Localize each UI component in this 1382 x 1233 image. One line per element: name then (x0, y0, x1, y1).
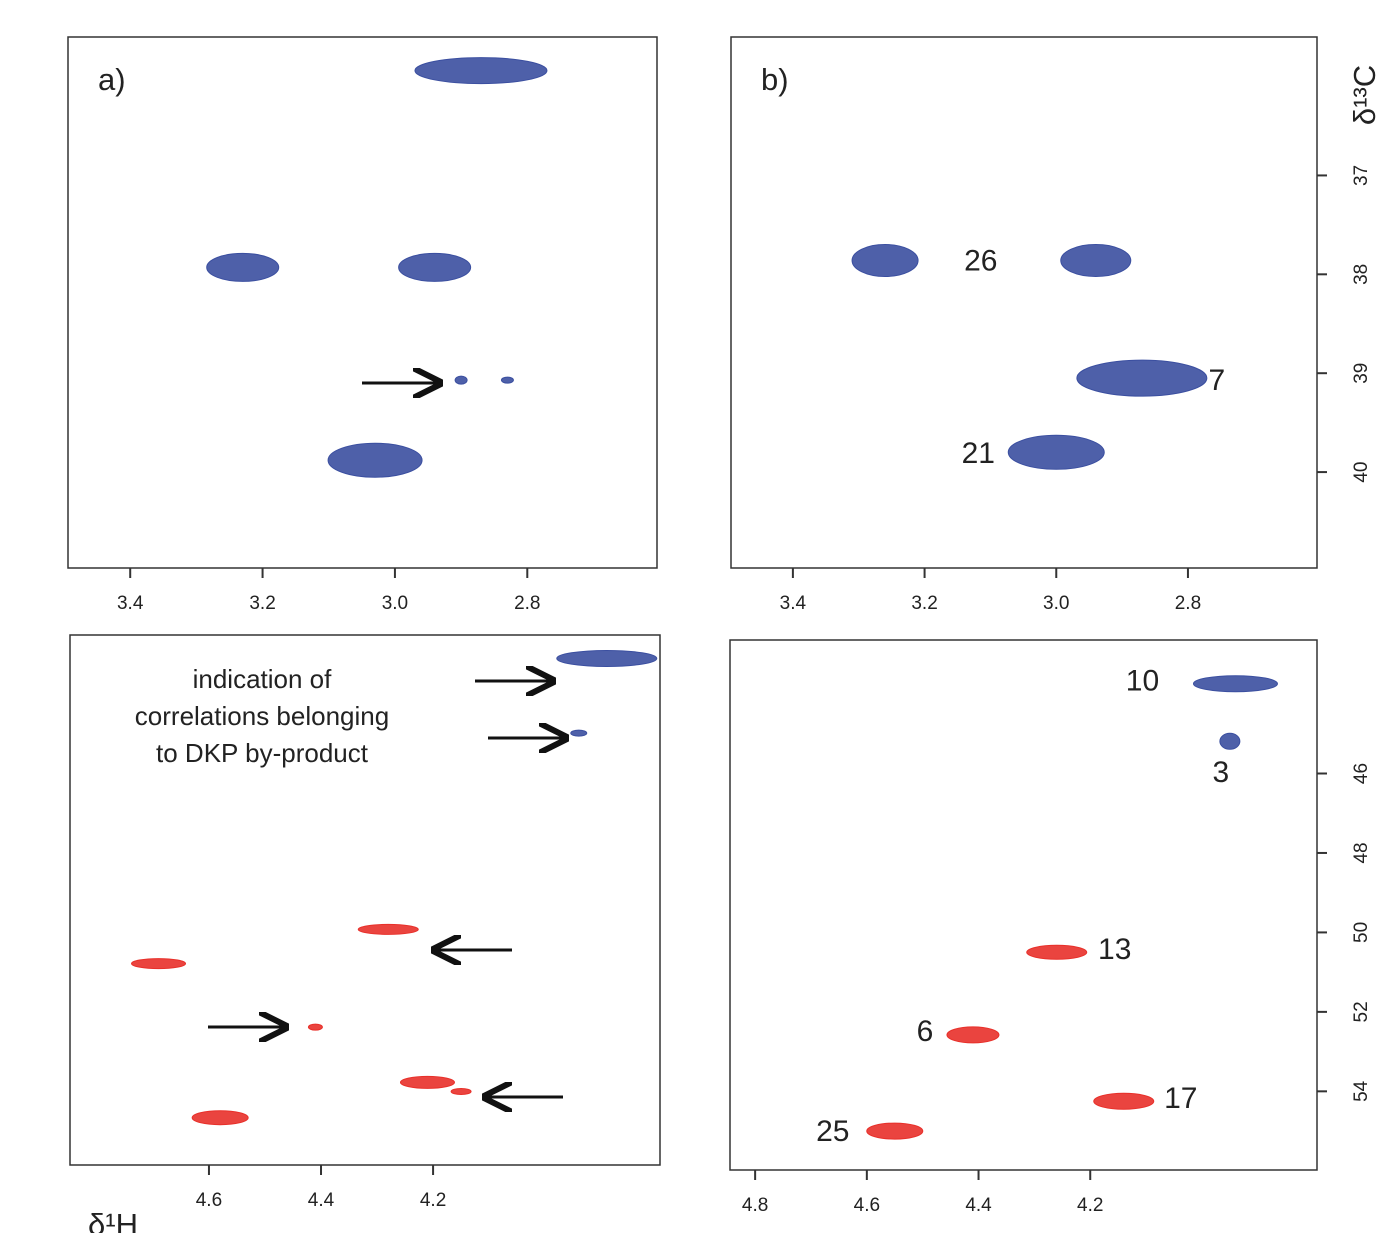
peak (1076, 359, 1208, 397)
peak-label: 7 (1209, 364, 1226, 397)
peak (1192, 675, 1278, 693)
x-tick-label: 3.2 (249, 593, 275, 614)
y-tick-label: 37 (1351, 165, 1372, 186)
y-tick-label: 54 (1351, 1080, 1372, 1102)
peak-label: 6 (917, 1015, 934, 1048)
plot-frame (69, 634, 661, 1166)
x-tick-label: 4.2 (420, 1190, 446, 1211)
annotation: to DKP by-product (156, 738, 369, 768)
peak (414, 57, 548, 85)
peak (1060, 243, 1132, 277)
peak-label: 25 (816, 1115, 849, 1148)
y-tick-label: 48 (1351, 842, 1372, 863)
y-tick-label: 46 (1351, 763, 1372, 784)
annotation: indication of (193, 664, 333, 694)
x-tick-label: 4.2 (1077, 1195, 1103, 1216)
y-tick-label: 50 (1351, 922, 1372, 943)
peak (191, 1110, 249, 1126)
peak-label: 10 (1126, 665, 1159, 698)
peak (307, 1023, 323, 1031)
x-tick-label: 3.0 (382, 593, 408, 614)
peak-label: 13 (1098, 933, 1131, 966)
panel-title: b) (761, 62, 789, 97)
peak (500, 376, 514, 384)
panel: 4.8 4.6 4.4 4.2 46 48 50 52 54 10 3 13 6 17 25 (729, 639, 1372, 1216)
y-tick-label: 39 (1351, 363, 1372, 384)
annotation: correlations belonging (135, 701, 389, 731)
peak-label: 26 (964, 244, 997, 277)
x-tick-label: 4.6 (854, 1195, 880, 1216)
panel: 4.6 4.4 4.2 δ¹H indication of correlations be… (69, 634, 661, 1233)
x-tick-label: 3.0 (1043, 593, 1069, 614)
x-tick-label: 3.4 (117, 593, 144, 614)
x-tick-label: 3.4 (780, 593, 807, 614)
peak-label: 3 (1213, 756, 1230, 789)
peak (570, 729, 588, 737)
x-tick-label: 2.8 (1175, 593, 1201, 614)
peak (851, 243, 919, 277)
x-tick-label: 3.2 (911, 593, 937, 614)
peak (454, 375, 468, 385)
plot-frame (729, 639, 1318, 1171)
x-tick-label: 4.4 (965, 1195, 992, 1216)
y-tick-label: 40 (1351, 462, 1372, 483)
peak (450, 1087, 472, 1095)
plot-frame (730, 36, 1318, 569)
peak (1219, 732, 1241, 750)
x-tick-label: 4.4 (308, 1190, 335, 1211)
peak (399, 1075, 455, 1089)
x-axis-label: δ¹H (88, 1207, 138, 1233)
peak (946, 1026, 1000, 1044)
y-tick-label: 52 (1351, 1001, 1372, 1022)
panel: 3.4 3.2 3.0 2.8 a) (67, 36, 658, 614)
peak (206, 252, 280, 282)
peak (1026, 944, 1088, 960)
x-tick-label: 4.8 (742, 1195, 768, 1216)
peak (866, 1122, 924, 1140)
x-tick-label: 2.8 (514, 593, 540, 614)
peak (357, 923, 419, 935)
panel-title: a) (98, 62, 126, 97)
peak (131, 958, 187, 970)
peak-label: 17 (1164, 1082, 1197, 1115)
y-axis-label: δ¹³C (1347, 65, 1382, 125)
peak (398, 252, 472, 282)
arrows (208, 383, 566, 1097)
peak (556, 649, 658, 667)
x-tick-label: 4.6 (196, 1190, 222, 1211)
peak (327, 442, 423, 478)
y-tick-label: 38 (1351, 264, 1372, 285)
peak (1007, 434, 1105, 470)
peak-label: 21 (962, 437, 995, 470)
panel: 3.4 3.2 3.0 2.8 37 38 39 40 b) δ¹³C 26 7 21 (730, 36, 1382, 614)
plot-frame (67, 36, 658, 569)
peak (1093, 1092, 1155, 1110)
